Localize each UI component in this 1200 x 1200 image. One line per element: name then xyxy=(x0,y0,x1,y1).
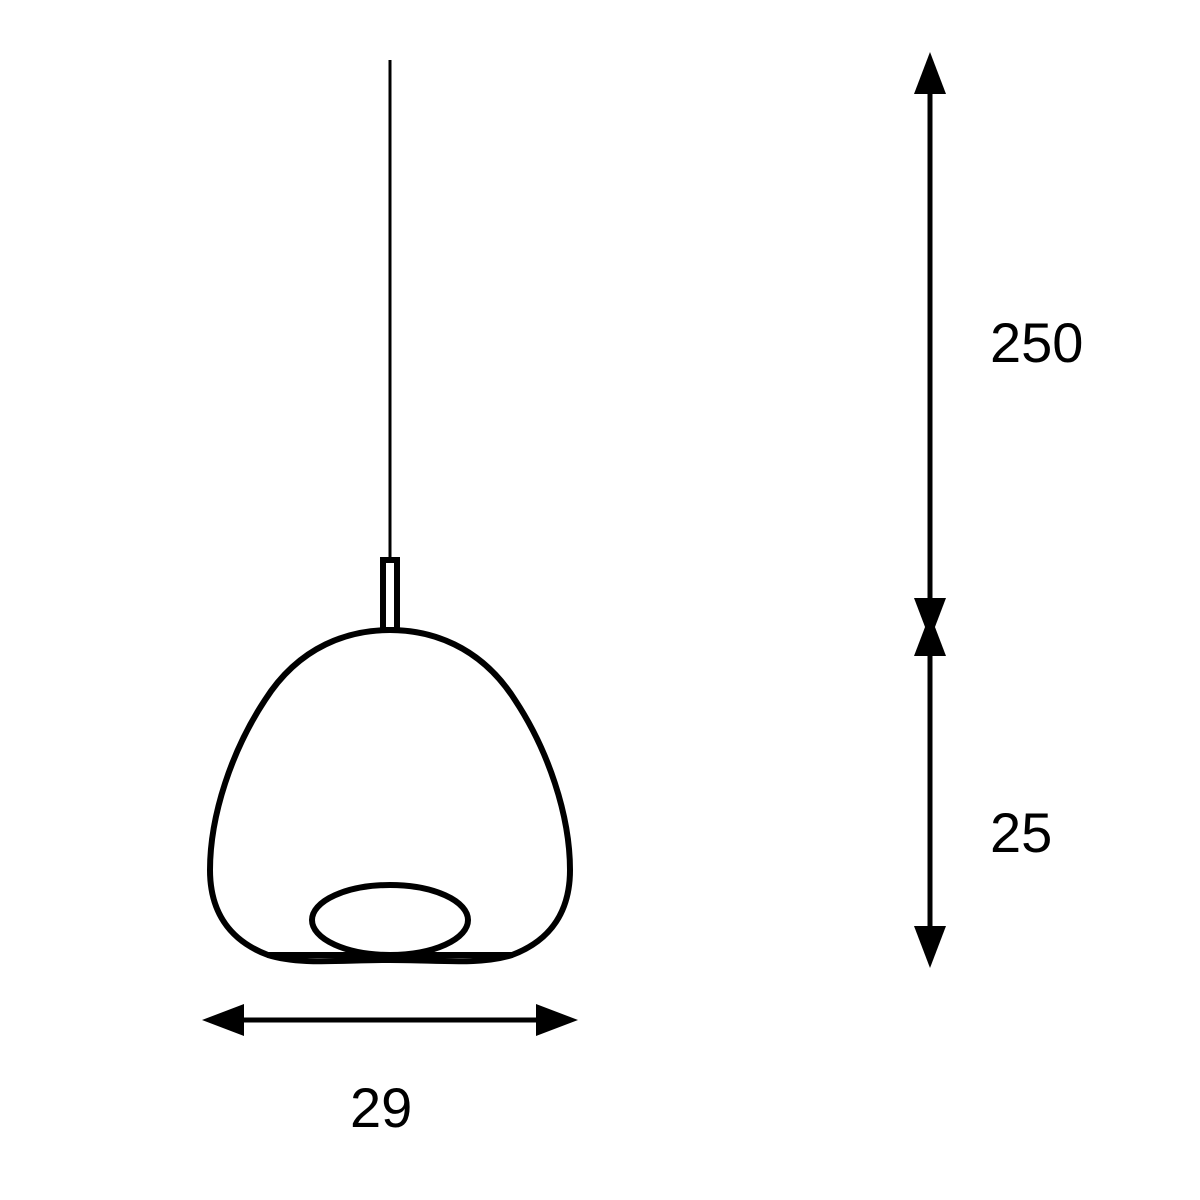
label-height-cable: 250 xyxy=(990,310,1083,375)
technical-drawing xyxy=(0,0,1200,1200)
connector-tube xyxy=(383,560,397,630)
arrow-bottom xyxy=(914,926,946,968)
arrow-left xyxy=(202,1004,244,1036)
lamp-shade xyxy=(210,630,570,955)
shade-opening xyxy=(312,885,468,955)
label-width-shade: 29 xyxy=(350,1075,412,1140)
label-height-shade: 25 xyxy=(990,800,1052,865)
arrow-right xyxy=(536,1004,578,1036)
arrow-mid-down xyxy=(914,598,946,640)
arrow-top xyxy=(914,52,946,94)
